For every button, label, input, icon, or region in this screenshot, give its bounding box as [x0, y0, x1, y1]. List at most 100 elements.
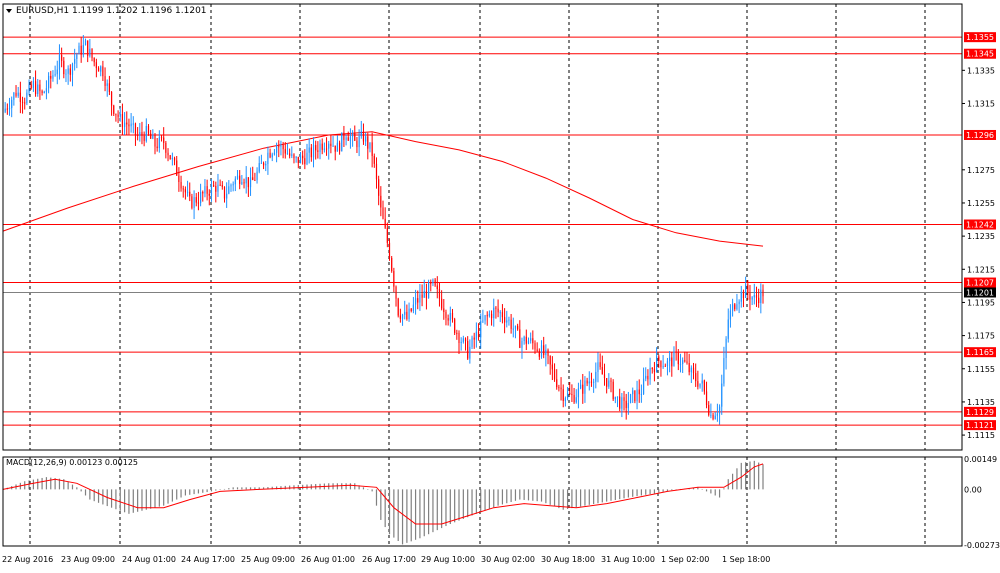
candle-body-bull	[28, 84, 30, 93]
x-tick-label: 1 Sep 02:00	[661, 555, 709, 564]
macd-histogram-bar	[41, 477, 43, 490]
candle-body-bear	[708, 405, 710, 415]
candle-body-bear	[495, 307, 497, 309]
macd-histogram-bar	[58, 478, 61, 490]
macd-histogram-bar	[397, 489, 399, 541]
candle-body-bear	[519, 329, 521, 348]
macd-histogram-bar	[388, 489, 391, 535]
candle-body-bear	[334, 145, 336, 152]
macd-histogram-bar	[228, 488, 230, 490]
candle-body-bear	[143, 135, 145, 141]
macd-histogram-bar	[636, 489, 638, 497]
price-level-tag	[964, 219, 996, 230]
candle-body-bear	[445, 312, 447, 319]
x-tick-label: 23 Aug 09:00	[61, 555, 115, 564]
candle-body-bear	[115, 113, 117, 115]
candle-body-bull	[449, 313, 451, 321]
candle-body-bear	[697, 381, 699, 387]
candle-body-bear	[63, 60, 65, 75]
macd-histogram-bar	[354, 483, 356, 490]
candle-body-bear	[755, 295, 758, 298]
macd-histogram-bar	[37, 478, 39, 490]
candle-body-bear	[325, 148, 328, 150]
candle-body-bull	[508, 319, 510, 321]
macd-histogram-bar	[367, 489, 369, 490]
symbol-dropdown-icon[interactable]	[6, 9, 12, 13]
candle-body-bull	[37, 84, 39, 95]
candle-body-bull	[640, 393, 642, 395]
candle-body-bull	[506, 320, 508, 323]
candle-body-bear	[703, 380, 705, 392]
candle-body-bull	[484, 315, 486, 321]
candle-body-bear	[239, 175, 241, 184]
candle-body-bear	[434, 279, 436, 286]
candle-body-bull	[514, 325, 517, 329]
candle-body-bear	[215, 185, 217, 192]
macd-histogram-bar	[449, 489, 451, 525]
candle-body-bear	[137, 134, 139, 136]
macd-histogram-bar	[471, 489, 473, 516]
candle-body-bull	[234, 178, 236, 185]
candle-body-bear	[603, 374, 606, 379]
macd-histogram-bar	[536, 489, 538, 502]
candle-body-bear	[634, 390, 636, 402]
candle-body-bull	[271, 154, 273, 158]
candle-body-bear	[532, 338, 534, 344]
candle-body-bear	[15, 92, 17, 96]
macd-histogram-bar	[128, 489, 130, 514]
macd-histogram-bar	[497, 489, 499, 506]
candle-body-bull	[645, 375, 647, 379]
candle-body-bull	[699, 383, 701, 387]
x-tick-label: 31 Aug 10:00	[601, 555, 655, 564]
candle-body-bear	[712, 414, 714, 419]
candle-body-bear	[599, 362, 601, 368]
macd-histogram-bar	[189, 489, 191, 495]
candle-body-bear	[684, 360, 686, 362]
candle-body-bear	[382, 207, 384, 219]
candle-body-bear	[150, 133, 152, 139]
candle-body-bear	[297, 156, 299, 164]
price-level-tag	[964, 406, 996, 417]
macd-histogram-bar	[588, 489, 590, 505]
macd-y-tick-label: -0.00273	[964, 541, 1000, 550]
macd-histogram-bar	[180, 489, 182, 498]
macd-histogram-bar	[80, 489, 82, 492]
macd-histogram-bar	[184, 489, 186, 496]
candle-body-bull	[577, 388, 580, 398]
candle-body-bull	[52, 75, 54, 79]
candle-body-bull	[336, 142, 338, 152]
macd-histogram-bar	[241, 487, 243, 490]
macd-histogram-bar	[245, 487, 247, 490]
candle-body-bear	[490, 313, 493, 319]
candle-body-bear	[393, 271, 395, 287]
macd-histogram-bar	[432, 489, 434, 533]
candle-body-bull	[82, 45, 84, 55]
x-tick-label: 29 Aug 10:00	[421, 555, 475, 564]
macd-histogram-bar	[697, 487, 699, 490]
candle-body-bear	[686, 361, 688, 364]
candle-body-bear	[638, 389, 640, 395]
moving-average-line	[2, 131, 764, 247]
macd-histogram-bar	[258, 487, 260, 490]
candle-body-bull	[276, 146, 278, 153]
candle-body-bull	[193, 197, 195, 208]
candle-body-bear	[504, 317, 506, 323]
macd-histogram-bar	[710, 489, 712, 494]
candle-body-bear	[310, 147, 312, 158]
candle-body-bear	[317, 150, 319, 152]
macd-histogram-bar	[623, 489, 625, 499]
macd-histogram-bar	[371, 489, 373, 492]
candle-body-bull	[753, 295, 755, 298]
price-level-tag	[964, 347, 996, 358]
candle-body-bull	[132, 123, 134, 125]
candle-body-bear	[410, 308, 412, 311]
macd-histogram-bar	[762, 464, 764, 490]
candle-body-bull	[230, 185, 232, 187]
macd-histogram-bar	[76, 487, 78, 490]
macd-histogram-bar	[545, 489, 547, 504]
candle-body-bear	[315, 145, 317, 151]
candle-body-bull	[727, 319, 729, 339]
candle-body-bull	[401, 314, 404, 319]
